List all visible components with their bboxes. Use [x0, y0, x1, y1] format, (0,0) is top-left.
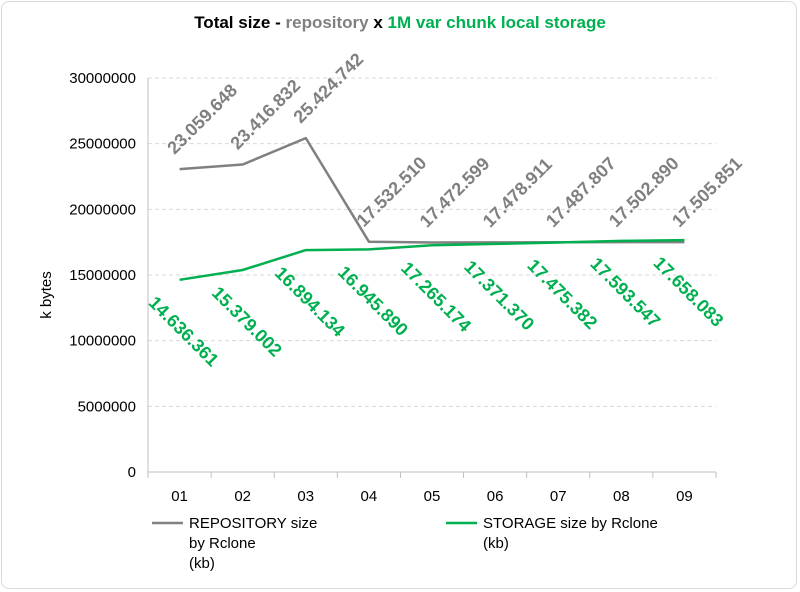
x-tick-label: 01: [171, 488, 188, 505]
title-part-storage: 1M var chunk local storage: [387, 13, 606, 32]
legend-label-repository: REPOSITORY size by Rclone (kb): [189, 515, 318, 572]
y-tick-label: 20000000: [69, 201, 136, 218]
y-axis-label: k bytes: [38, 271, 55, 319]
axes: [147, 78, 717, 478]
x-tick-label: 04: [361, 488, 378, 505]
x-tick-label: 09: [676, 488, 693, 505]
y-tick-label: 15000000: [69, 267, 136, 284]
gridlines: [148, 77, 716, 407]
y-tick-label: 10000000: [69, 333, 136, 350]
x-tick-label: 06: [487, 488, 504, 505]
data-label-storage: 15.379.002: [208, 283, 286, 361]
y-tick-label: 30000000: [69, 70, 136, 87]
title-part-x: x: [368, 13, 388, 32]
y-tick-labels: 0 5000000 10000000 15000000 20000000 25000000…: [69, 70, 136, 481]
title-part-total-size: Total size -: [194, 13, 286, 32]
y-tick-label: 25000000: [69, 136, 136, 153]
y-tick-label: 5000000: [78, 398, 136, 415]
data-label-repository: 23.059.648: [163, 80, 241, 158]
x-tick-label: 03: [297, 488, 314, 505]
x-tick-labels: 01 02 03 04 05 06 07 08 09: [171, 488, 693, 505]
x-tick-label: 08: [613, 488, 630, 505]
chart-title: Total size - repository x 1M var chunk l…: [0, 13, 800, 33]
y-tick-label: 0: [128, 464, 136, 481]
x-tick-label: 05: [424, 488, 441, 505]
x-tick-label: 02: [234, 488, 251, 505]
title-part-repository: repository: [285, 13, 369, 32]
series-lines: [179, 136, 685, 282]
x-tick-label: 07: [550, 488, 567, 505]
data-label-storage: 14.636.361: [145, 292, 223, 370]
legend-label-storage: STORAGE size by Rclone (kb): [483, 515, 658, 552]
series-line-storage: [179, 238, 685, 282]
